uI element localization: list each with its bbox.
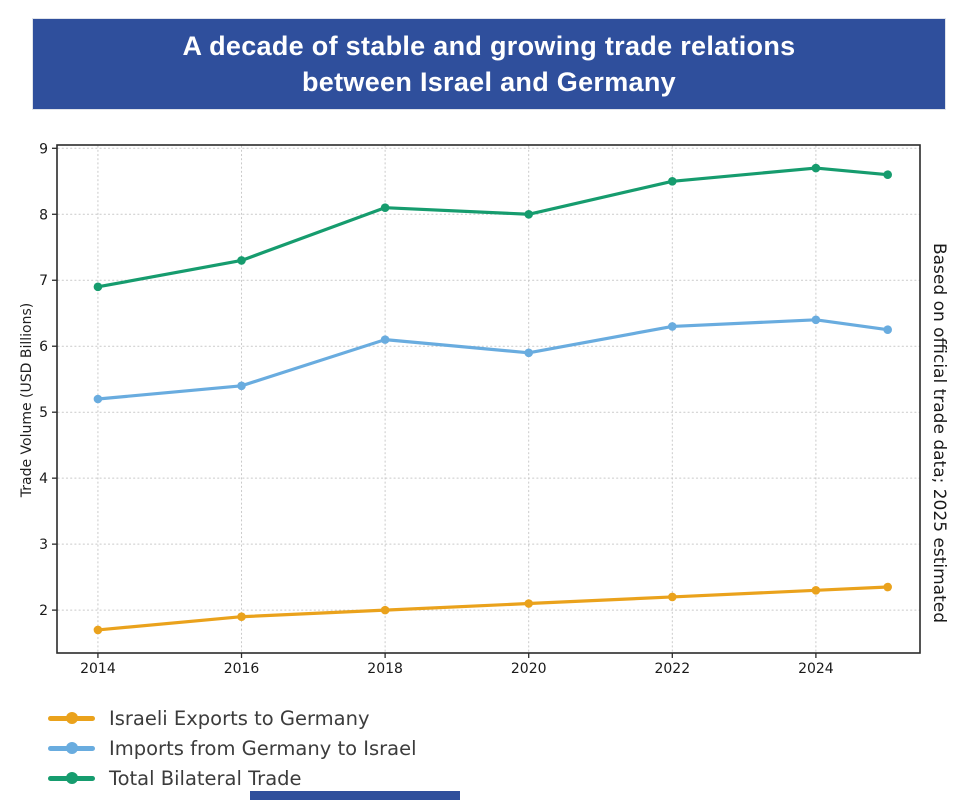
legend-item-imports: Imports from Germany to Israel xyxy=(48,733,417,763)
data-point xyxy=(380,605,390,615)
chart-title-line-2: between Israel and Germany xyxy=(302,67,676,97)
data-point xyxy=(883,170,892,179)
chart-title-line-1: A decade of stable and growing trade rel… xyxy=(182,31,796,61)
y-axis-label: Trade Volume (USD Billions) xyxy=(19,302,35,498)
legend-marker-icon xyxy=(65,712,78,724)
data-point xyxy=(524,599,534,608)
y-tick-label: 7 xyxy=(39,273,48,289)
legend: Israeli Exports to Germany Imports from … xyxy=(48,703,417,793)
y-tick-label: 5 xyxy=(39,405,48,421)
data-point xyxy=(380,203,390,212)
legend-label-imports: Imports from Germany to Israel xyxy=(109,736,417,760)
data-point xyxy=(237,381,246,391)
data-point xyxy=(524,348,534,358)
data-point xyxy=(93,394,103,404)
data-point xyxy=(93,282,103,292)
x-tick-label: 2020 xyxy=(511,661,547,677)
data-point xyxy=(380,335,390,344)
data-point xyxy=(668,322,677,331)
data-point xyxy=(237,612,246,622)
legend-marker-icon xyxy=(65,742,78,754)
source-annotation: Based on official trade data; 2025 estim… xyxy=(929,242,949,624)
data-point xyxy=(668,176,677,186)
y-tick-label: 2 xyxy=(39,603,48,619)
series-line-0 xyxy=(96,585,890,632)
legend-swatch-total xyxy=(48,772,95,784)
data-point xyxy=(668,592,677,602)
plot-frame xyxy=(56,144,921,654)
x-tick-label: 2024 xyxy=(798,661,834,677)
x-tick-label: 2016 xyxy=(224,661,260,677)
data-point xyxy=(237,256,246,265)
legend-swatch-exports xyxy=(48,712,95,724)
data-point xyxy=(524,209,534,219)
title-banner: A decade of stable and growing trade rel… xyxy=(32,18,946,110)
y-tick-label: 3 xyxy=(39,537,48,553)
data-point xyxy=(883,582,892,592)
data-point xyxy=(811,586,821,595)
series-line-2 xyxy=(96,166,890,289)
legend-label-exports: Israeli Exports to Germany xyxy=(109,706,370,730)
data-point xyxy=(883,325,892,335)
legend-label-total: Total Bilateral Trade xyxy=(109,766,302,790)
y-tick-label: 8 xyxy=(39,207,48,223)
x-tick-label: 2018 xyxy=(367,661,403,677)
legend-swatch-imports xyxy=(48,742,95,754)
y-tick-label: 9 xyxy=(39,141,48,157)
legend-marker-icon xyxy=(65,772,78,784)
y-tick-label: 4 xyxy=(39,471,48,487)
data-point xyxy=(93,625,103,635)
legend-item-exports: Israeli Exports to Germany xyxy=(48,703,417,733)
x-tick-label: 2014 xyxy=(80,661,116,677)
data-point xyxy=(811,163,821,173)
series-line-1 xyxy=(96,318,890,401)
partial-banner-bottom xyxy=(250,791,460,800)
y-tick-label: 6 xyxy=(39,339,48,355)
x-tick-label: 2022 xyxy=(654,661,690,677)
data-point xyxy=(811,315,821,325)
legend-item-total: Total Bilateral Trade xyxy=(48,763,417,793)
